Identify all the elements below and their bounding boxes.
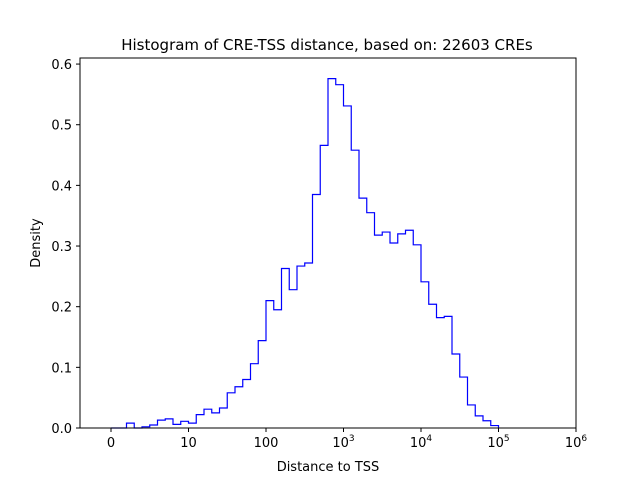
x-axis-label: Distance to TSS — [277, 460, 380, 475]
plot-frame — [79, 57, 577, 429]
y-axis-label: Density — [29, 218, 44, 268]
x-tick-label: 0 — [107, 436, 115, 451]
y-tick-label: 0.0 — [51, 422, 72, 437]
x-tick-label: 104 — [410, 434, 433, 451]
x-tick-label: 106 — [565, 434, 588, 451]
y-tick-label: 0.6 — [51, 58, 72, 73]
y-tick-label: 0.5 — [51, 119, 72, 134]
x-tick-label: 100 — [254, 436, 279, 451]
y-tick-label: 0.1 — [51, 361, 72, 376]
y-tick-label: 0.4 — [51, 179, 72, 194]
histogram-step-line — [111, 78, 500, 429]
y-tick-label: 0.3 — [51, 240, 72, 255]
histogram-layer — [111, 78, 500, 429]
x-tick-label: 103 — [332, 434, 354, 451]
x-axis-ticks: 0 10 100 103 104 105 106 — [107, 428, 588, 451]
x-tick-label: 105 — [487, 434, 509, 451]
chart-title: Histogram of CRE-TSS distance, based on:… — [121, 36, 533, 54]
x-tick-label: 10 — [180, 436, 197, 451]
y-tick-label: 0.2 — [51, 301, 72, 316]
y-axis-ticks: 0.0 0.1 0.2 0.3 0.4 0.5 0.6 — [51, 58, 80, 437]
